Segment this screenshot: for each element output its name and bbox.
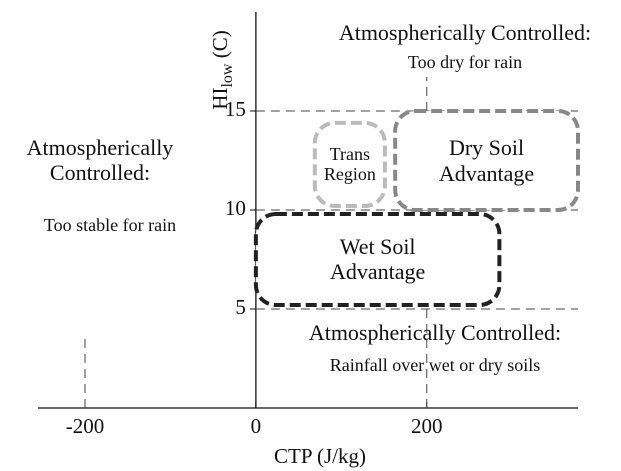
y-label-unit: (C) [208, 30, 232, 63]
annotation-title: Atmospherically Controlled: [26, 135, 174, 186]
annotation-title: Atmospherically Controlled: [338, 20, 592, 45]
region-label: Dry Soil Advantage [438, 135, 535, 186]
x-tick-label: -200 [66, 414, 105, 438]
annotation-title: Atmospherically Controlled: [308, 320, 562, 345]
x-tick-label: 200 [411, 414, 443, 438]
annotation-subtitle: Too stable for rain [43, 215, 177, 235]
region-box [253, 211, 502, 308]
y-axis-label: HIlow (C) [208, 30, 236, 109]
x-axis-label: CTP (J/kg) [274, 444, 366, 468]
region-box [312, 120, 387, 209]
annotation-subtitle: Rainfall over wet or dry soils [329, 355, 541, 375]
y-tick-label: 5 [235, 295, 246, 319]
y-label-sub: low [219, 63, 236, 87]
region-label: Trans Region [323, 143, 376, 185]
y-tick-label: 10 [225, 196, 246, 220]
region-box [393, 109, 580, 212]
y-label-main: HI [208, 88, 232, 110]
annotation-subtitle: Too dry for rain [407, 52, 523, 72]
region-label: Wet Soil Advantage [329, 234, 426, 285]
y-tick-label: 15 [225, 97, 246, 121]
x-tick-label: 0 [251, 414, 262, 438]
